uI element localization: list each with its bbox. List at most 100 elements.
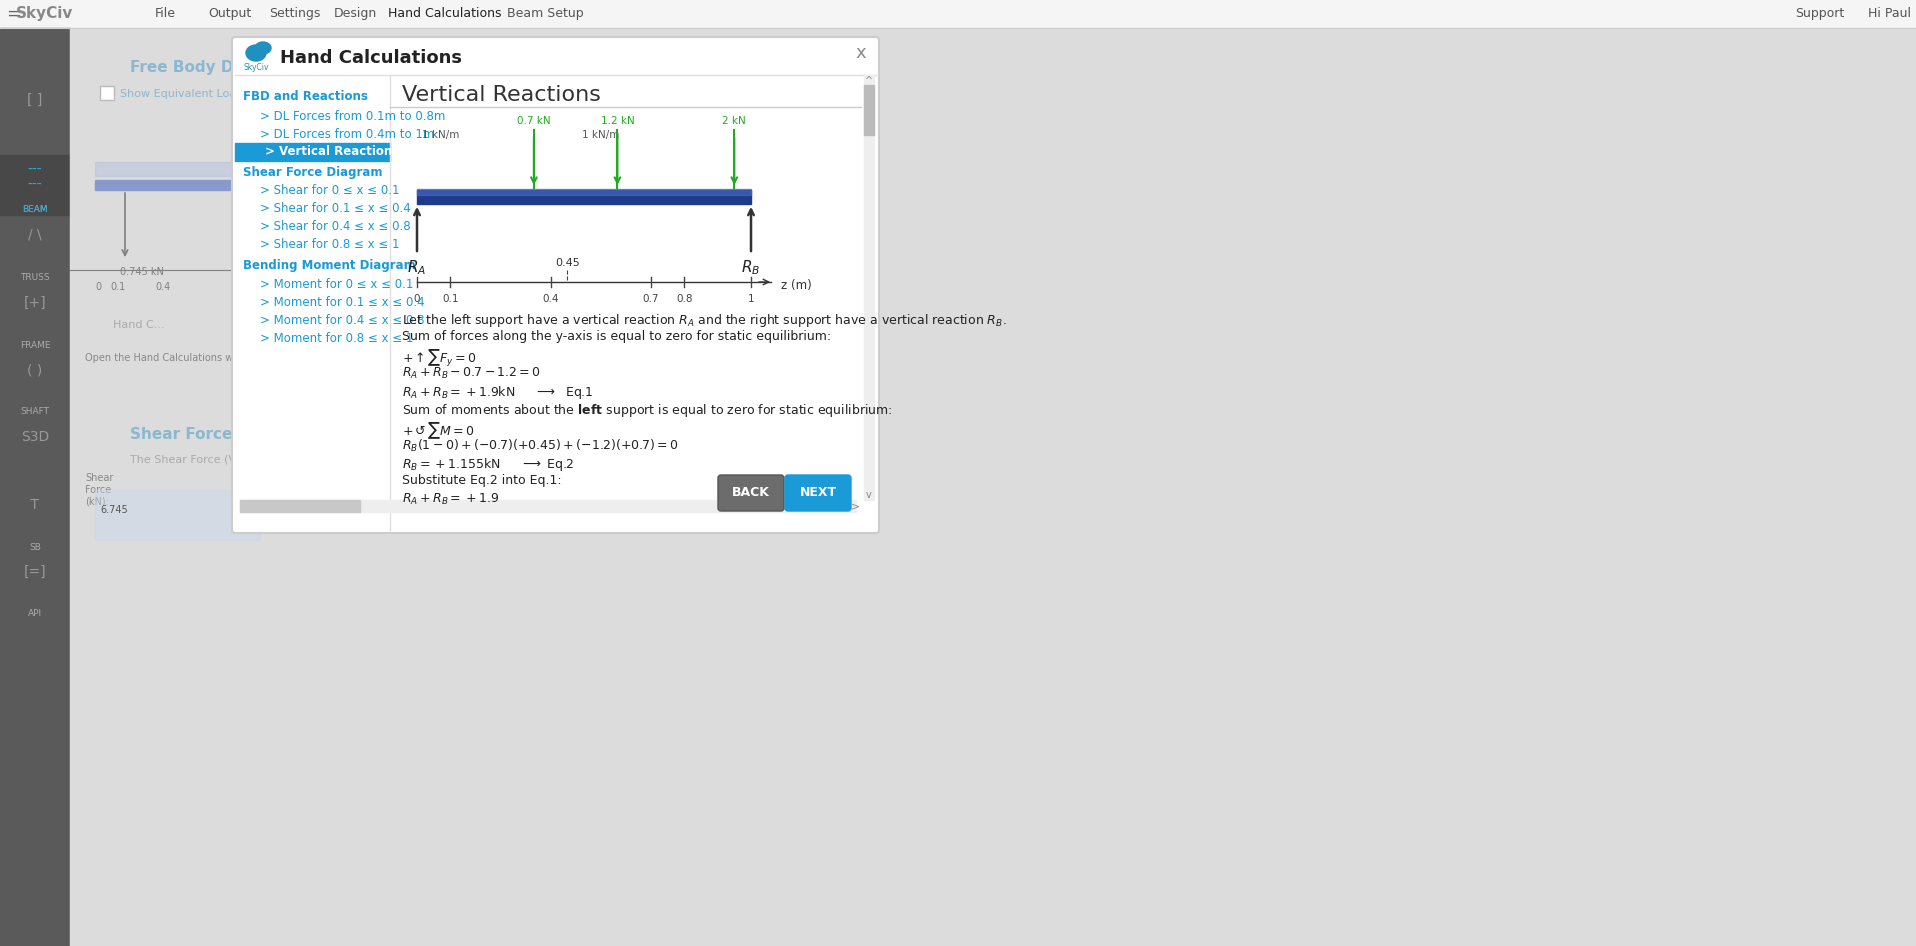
Text: Sum of moments about the $\mathbf{left}$ support is equal to zero for static equ: Sum of moments about the $\mathbf{left}$… <box>402 402 893 419</box>
Text: / \: / \ <box>29 228 42 242</box>
Bar <box>236 75 391 530</box>
Text: > Moment for 0.4 ≤ x ≤ 0.8: > Moment for 0.4 ≤ x ≤ 0.8 <box>261 313 425 326</box>
Text: 1 kN/m: 1 kN/m <box>582 130 619 140</box>
Bar <box>240 500 360 512</box>
Bar <box>240 500 856 512</box>
Text: Hand Calculations: Hand Calculations <box>280 49 462 67</box>
Bar <box>0 155 71 215</box>
Text: Output: Output <box>209 8 251 21</box>
Text: > Shear for 0.1 ≤ x ≤ 0.4: > Shear for 0.1 ≤ x ≤ 0.4 <box>261 202 410 216</box>
Text: >: > <box>851 501 860 511</box>
Text: $R_A + R_B = +1.9\mathrm{kN}$     $\longrightarrow$  Eq.1: $R_A + R_B = +1.9\mathrm{kN}$ $\longrigh… <box>402 384 594 401</box>
Text: NEXT: NEXT <box>799 486 837 499</box>
Text: ---: --- <box>27 178 42 192</box>
Text: 0: 0 <box>96 282 102 292</box>
Bar <box>0 0 1916 28</box>
Text: 2 kN: 2 kN <box>722 116 745 126</box>
Text: > Shear for 0 ≤ x ≤ 0.1: > Shear for 0 ≤ x ≤ 0.1 <box>261 184 400 198</box>
Bar <box>418 190 751 204</box>
Text: Hi Paul: Hi Paul <box>1868 8 1912 21</box>
Text: Support: Support <box>1795 8 1845 21</box>
Text: 0.1: 0.1 <box>443 294 458 304</box>
Text: SkyCiv: SkyCiv <box>17 7 73 22</box>
Text: 1 kN/m: 1 kN/m <box>422 130 460 140</box>
Text: Show Equivalent Loads: Show Equivalent Loads <box>121 89 249 99</box>
Text: 0.8: 0.8 <box>676 294 692 304</box>
Bar <box>236 143 391 161</box>
Text: > Moment for 0.8 ≤ x ≤ 1: > Moment for 0.8 ≤ x ≤ 1 <box>261 331 414 344</box>
Text: Design: Design <box>333 8 377 21</box>
Text: Settings: Settings <box>270 8 320 21</box>
Text: Open the Hand Calculations w...: Open the Hand Calculations w... <box>84 353 241 363</box>
Text: $+ \uparrow \sum F_y = 0$: $+ \uparrow \sum F_y = 0$ <box>402 348 477 369</box>
Text: 6.745: 6.745 <box>100 505 128 515</box>
Text: 0.7: 0.7 <box>642 294 659 304</box>
Text: v: v <box>866 490 872 500</box>
Bar <box>864 85 874 135</box>
Text: SkyCiv: SkyCiv <box>243 63 268 73</box>
Text: $R_B$: $R_B$ <box>741 258 761 276</box>
Text: > DL Forces from 0.4m to 1m: > DL Forces from 0.4m to 1m <box>261 129 435 142</box>
Text: Hand C...: Hand C... <box>113 320 165 330</box>
Text: Shear Force Diagram: Shear Force Diagram <box>243 166 383 180</box>
Text: BACK: BACK <box>732 486 770 499</box>
Bar <box>418 189 751 195</box>
FancyBboxPatch shape <box>718 475 784 511</box>
Bar <box>0 28 71 946</box>
Text: Shear
Force
(kN):: Shear Force (kN): <box>84 473 113 507</box>
Text: > Shear for 0.8 ≤ x ≤ 1: > Shear for 0.8 ≤ x ≤ 1 <box>261 238 400 252</box>
Text: [=]: [=] <box>23 565 46 579</box>
Text: 0.1: 0.1 <box>111 282 126 292</box>
Text: T: T <box>27 498 44 512</box>
Text: SB: SB <box>29 542 40 552</box>
Text: 1: 1 <box>747 294 755 304</box>
Text: x: x <box>856 44 866 62</box>
Text: ---: --- <box>27 163 42 177</box>
Text: Beam Setup: Beam Setup <box>506 8 582 21</box>
Text: ( ): ( ) <box>27 363 42 377</box>
Text: > Vertical Reactions: > Vertical Reactions <box>264 146 399 159</box>
Text: ^: ^ <box>864 76 874 86</box>
Text: Sum of forces along the y-axis is equal to zero for static equilibrium:: Sum of forces along the y-axis is equal … <box>402 330 832 343</box>
Text: Bending Moment Diagram: Bending Moment Diagram <box>243 259 416 272</box>
Text: SHAFT: SHAFT <box>21 408 50 416</box>
Bar <box>100 86 113 100</box>
Text: [+]: [+] <box>23 296 46 310</box>
Bar <box>96 162 270 176</box>
Text: 0.45: 0.45 <box>556 258 581 268</box>
Text: 0.745 kN: 0.745 kN <box>121 267 165 277</box>
Text: API: API <box>29 609 42 619</box>
Text: BEAM: BEAM <box>23 205 48 215</box>
Text: TRUSS: TRUSS <box>21 273 50 283</box>
Text: $R_A$: $R_A$ <box>408 258 427 276</box>
Text: Vertical Reactions: Vertical Reactions <box>402 85 602 105</box>
Bar <box>96 490 261 540</box>
Text: Substitute Eq.2 into Eq.1:: Substitute Eq.2 into Eq.1: <box>402 474 561 487</box>
Bar <box>864 75 874 500</box>
Ellipse shape <box>245 45 266 61</box>
Text: 0.4: 0.4 <box>542 294 559 304</box>
Text: 0.4: 0.4 <box>155 282 171 292</box>
FancyBboxPatch shape <box>786 475 851 511</box>
Text: Let the left support have a vertical reaction $R_A$ and the right support have a: Let the left support have a vertical rea… <box>402 312 1006 329</box>
Text: S3D: S3D <box>21 430 50 444</box>
Text: 0.7 kN: 0.7 kN <box>517 116 550 126</box>
Text: $R_B = +1.155\mathrm{kN}$     $\longrightarrow$ Eq.2: $R_B = +1.155\mathrm{kN}$ $\longrightarr… <box>402 456 575 473</box>
FancyBboxPatch shape <box>232 37 879 533</box>
Text: $R_A + R_B = +1.9$: $R_A + R_B = +1.9$ <box>402 492 498 507</box>
Text: File: File <box>155 8 176 21</box>
Ellipse shape <box>255 42 270 54</box>
Text: [ ]: [ ] <box>27 93 42 107</box>
Text: > DL Forces from 0.1m to 0.8m: > DL Forces from 0.1m to 0.8m <box>261 111 445 124</box>
Text: BEAM: BEAM <box>23 205 48 215</box>
Text: =: = <box>6 5 21 23</box>
Bar <box>96 180 270 190</box>
Text: > Shear for 0.4 ≤ x ≤ 0.8: > Shear for 0.4 ≤ x ≤ 0.8 <box>261 220 410 234</box>
Text: Hand Calculations: Hand Calculations <box>389 8 502 21</box>
Text: $R_A + R_B - 0.7 - 1.2 = 0$: $R_A + R_B - 0.7 - 1.2 = 0$ <box>402 366 540 381</box>
Text: 0: 0 <box>414 294 420 304</box>
Text: $+ \circlearrowleft \sum M = 0$: $+ \circlearrowleft \sum M = 0$ <box>402 420 475 441</box>
Text: FRAME: FRAME <box>19 341 50 349</box>
Text: Shear Force Diagram (SFD): Shear Force Diagram (SFD) <box>130 428 364 443</box>
Text: 1.2 kN: 1.2 kN <box>600 116 634 126</box>
